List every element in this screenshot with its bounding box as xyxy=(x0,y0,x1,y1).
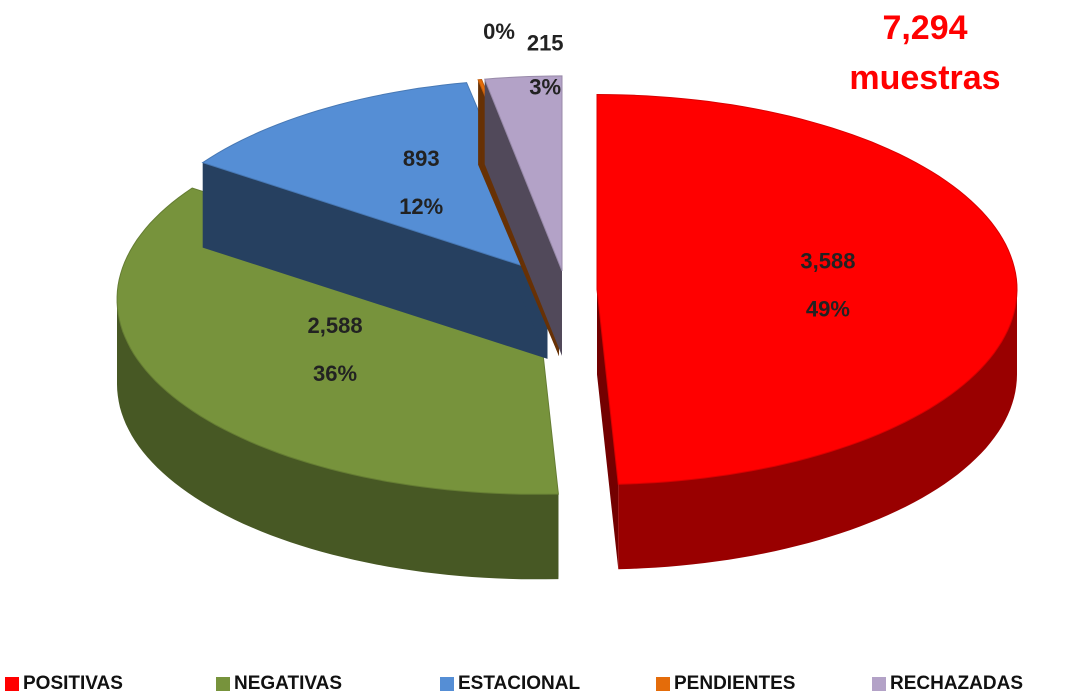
data-label: 36% xyxy=(313,361,357,386)
pie xyxy=(116,75,1018,580)
slice-side xyxy=(484,79,562,356)
slice-side xyxy=(618,289,1017,570)
legend-label: ESTACIONAL xyxy=(458,673,580,694)
slice xyxy=(483,75,563,272)
annotation: 7,294 xyxy=(882,9,967,47)
data-label: 2,588 xyxy=(308,313,363,338)
data-label: 893 xyxy=(403,146,440,171)
slice xyxy=(596,93,1018,485)
slice xyxy=(116,187,559,495)
legend-label: RECHAZADAS xyxy=(890,673,1023,694)
legend-swatch xyxy=(440,677,454,691)
legend-swatch xyxy=(5,677,19,691)
annotation: muestras xyxy=(849,59,1000,97)
legend-label: NEGATIVAS xyxy=(234,673,342,694)
data-label: 0% xyxy=(483,19,515,44)
data-label: 3,588 xyxy=(800,249,855,274)
data-label: 12% xyxy=(399,194,443,219)
data-label: 3% xyxy=(529,74,561,99)
data-label: 49% xyxy=(806,297,850,322)
slice-side xyxy=(117,299,559,580)
legend-label: POSITIVAS xyxy=(23,673,123,694)
legend-label: PENDIENTES xyxy=(674,673,795,694)
legend-swatch xyxy=(216,677,230,691)
slice-side xyxy=(597,289,619,570)
legend-swatch xyxy=(872,677,886,691)
slice-side xyxy=(202,162,548,359)
data-label: 215 xyxy=(527,30,564,55)
slice xyxy=(201,82,549,275)
legend-swatch xyxy=(656,677,670,691)
